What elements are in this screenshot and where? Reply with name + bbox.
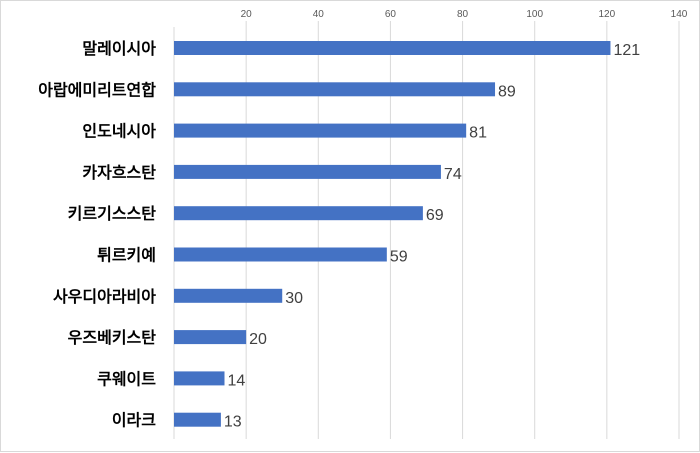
bar-6 [174,288,283,303]
category-label-9: 이라크 [112,411,156,430]
data-label-0: 121 [613,42,640,59]
bar-2 [174,123,467,138]
bar-7 [174,330,247,345]
x-tick-label-140: 140 [671,9,688,20]
x-tick-label-120: 120 [599,9,616,20]
x-tick-label-60: 60 [385,9,397,20]
category-label-7: 우즈베키스탄 [68,328,157,347]
x-tick-label-100: 100 [526,9,543,20]
bar-3 [174,164,441,179]
data-label-3: 74 [444,166,462,183]
category-label-6: 사우디아라비아 [53,287,156,306]
data-label-1: 89 [498,83,516,100]
x-tick-label-20: 20 [241,9,253,20]
x-tick-label-40: 40 [313,9,325,20]
bar-8 [174,371,225,386]
data-label-8: 14 [228,372,246,389]
x-tick-label-80: 80 [457,9,469,20]
category-label-2: 인도네시아 [82,122,156,141]
bar-4 [174,206,423,221]
category-label-3: 카자흐스탄 [82,163,156,182]
bar-1 [174,82,496,97]
bar-0 [174,41,611,55]
category-label-0: 말레이시아 [82,39,156,58]
bar-9 [174,412,221,427]
data-label-4: 69 [426,207,444,224]
data-label-6: 30 [285,290,303,307]
category-label-5: 튀르키예 [97,246,156,265]
category-label-1: 아랍에미리트연합 [38,80,156,99]
category-label-8: 쿠웨이트 [97,369,156,388]
category-label-4: 키르기스스탄 [68,204,157,223]
data-label-7: 20 [249,331,267,348]
data-label-5: 59 [390,249,408,266]
bar-5 [174,247,387,262]
data-label-9: 13 [224,414,242,431]
data-label-2: 81 [469,125,487,142]
